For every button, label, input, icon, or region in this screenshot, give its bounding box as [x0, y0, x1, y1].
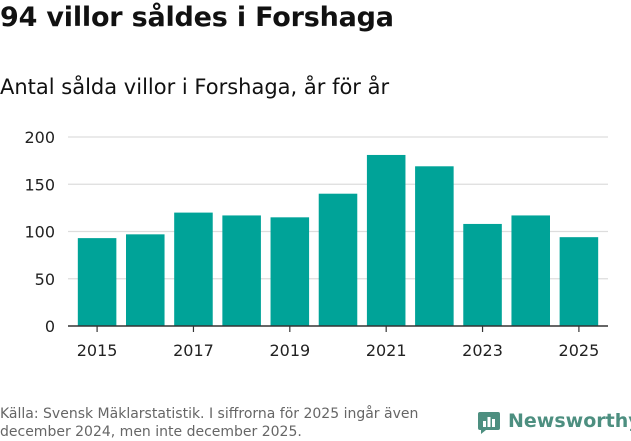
x-tick-label: 2023: [462, 341, 503, 360]
y-tick-label: 150: [24, 175, 55, 194]
x-tick-label: 2021: [366, 341, 407, 360]
bar-2023: [463, 223, 502, 326]
bars: [77, 154, 599, 326]
x-tick-label: 2019: [269, 341, 310, 360]
chart-title: 94 villor såldes i Forshaga: [0, 2, 394, 33]
brand-name: Newsworthy: [508, 410, 631, 432]
bar-chart: 0 50 100 150 200 2015 2017 2019 2021 2023 2025: [24, 128, 608, 360]
bar-2018: [222, 215, 261, 326]
bar-2017: [174, 212, 213, 326]
y-tick-label: 0: [45, 317, 55, 336]
y-tick-label: 100: [24, 223, 55, 242]
x-tick-label: 2017: [173, 341, 214, 360]
x-tick-label: 2015: [77, 341, 118, 360]
y-tick-label: 50: [35, 270, 55, 289]
bar-2025: [559, 237, 599, 326]
bar-2015: [77, 238, 117, 326]
x-tick-label: 2025: [559, 341, 600, 360]
newsworthy-logo-icon: [478, 412, 500, 434]
y-tick-label: 200: [24, 128, 55, 147]
bar-2024: [511, 215, 550, 326]
bar-2020: [318, 193, 358, 326]
bar-2021: [366, 154, 406, 326]
bar-2022: [415, 166, 454, 326]
axes: 0 50 100 150 200 2015 2017 2019 2021 2023 2025: [24, 128, 608, 360]
chart-subtitle: Antal sålda villor i Forshaga, år för år: [0, 75, 390, 99]
source-note: Källa: Svensk Mäklarstatistik. I siffror…: [0, 406, 419, 440]
bar-2016: [126, 234, 165, 326]
bar-2019: [270, 217, 310, 326]
